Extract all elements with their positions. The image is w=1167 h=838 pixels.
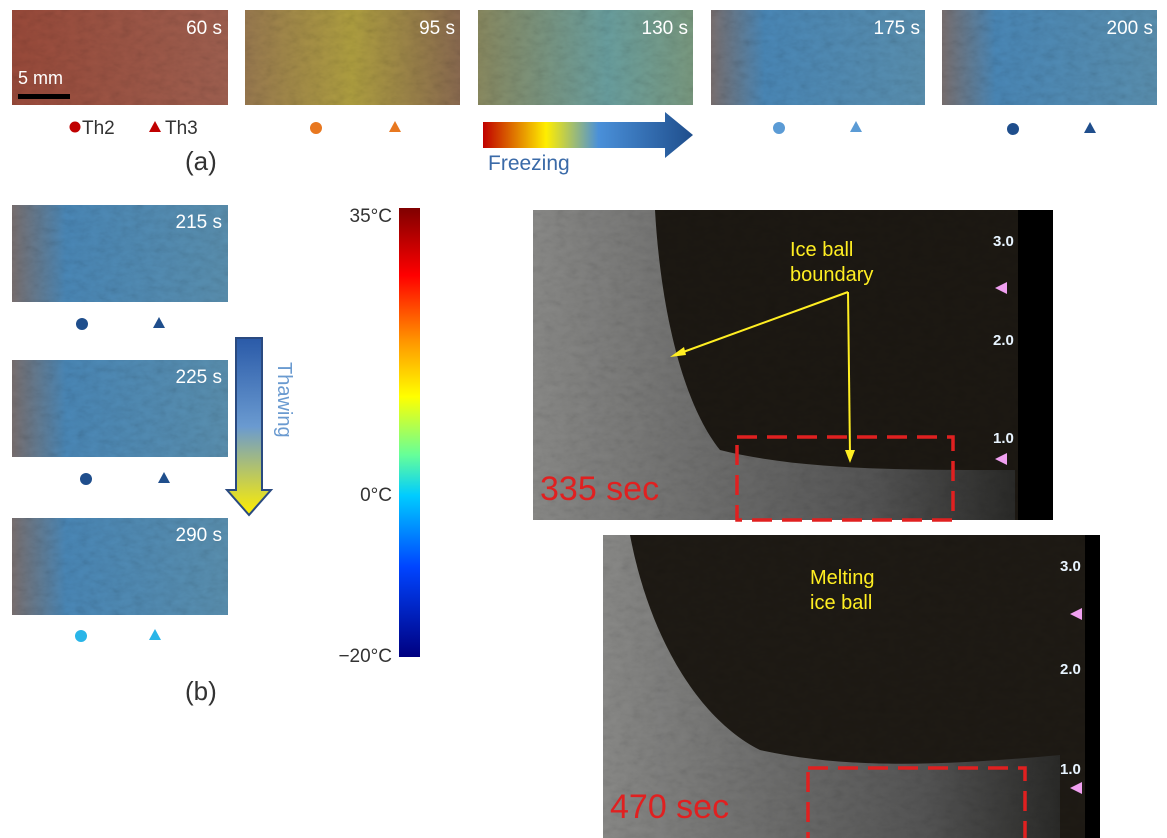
scale-strip: [1085, 535, 1100, 838]
th3-marker: [158, 472, 170, 483]
frame-time: 95 s: [419, 18, 455, 39]
th2-marker: [773, 122, 785, 134]
scale-bar-label: 5 mm: [18, 68, 63, 88]
colorbar-label: 0°C: [360, 485, 392, 506]
th3-marker: [149, 629, 161, 640]
legend-label: Th3: [165, 118, 198, 139]
th2-marker: [310, 122, 322, 134]
frame-time: 175 s: [874, 18, 920, 39]
th3-marker: [153, 317, 165, 328]
frame-time: 215 s: [176, 212, 222, 233]
colorbar-label: 35°C: [350, 206, 392, 227]
colorbar-label: −20°C: [338, 646, 392, 667]
depth-label: 1.0: [1060, 761, 1081, 778]
legend-label: Th2: [82, 118, 115, 139]
thawing-arrow: [227, 338, 271, 515]
arrow-label: Freezing: [488, 152, 570, 175]
ultrasound-2: Melting ice ball 470 sec 3.0 2.0 1.0: [603, 535, 1100, 838]
frame-time: 225 s: [176, 367, 222, 388]
depth-label: 3.0: [993, 233, 1014, 250]
th3-marker: [850, 121, 862, 132]
frame-time: 200 s: [1107, 18, 1153, 39]
depth-label: 2.0: [993, 332, 1014, 349]
th3-marker: [149, 121, 161, 132]
annotation: boundary: [790, 264, 873, 286]
th2-marker: [1007, 123, 1019, 135]
annotation: ice ball: [810, 592, 872, 614]
frame-time: 290 s: [176, 525, 222, 546]
figure: 60 s 95 s 130 s 175 s 200 s 5 mm Th2 Th3…: [0, 0, 1167, 838]
frame-time: 60 s: [186, 18, 222, 39]
frame-time: 130 s: [642, 18, 688, 39]
depth-label: 3.0: [1060, 558, 1081, 575]
panel-b: 215 s 225 s 290 s (b) Thawing: [12, 205, 295, 706]
time-label: 470 sec: [610, 788, 729, 826]
panel-label: (a): [185, 146, 217, 176]
time-label: 335 sec: [540, 470, 659, 508]
panel-label: (b): [185, 676, 217, 706]
ultrasound-1: Ice ball boundary 335 sec 3.0 2.0 1.0: [533, 210, 1053, 520]
colorbar: 35°C 0°C −20°C: [338, 206, 420, 667]
th2-marker: [76, 318, 88, 330]
scale-strip: [1018, 210, 1053, 520]
th2-marker: [75, 630, 87, 642]
arrow-label: Thawing: [273, 362, 295, 438]
th3-marker: [389, 121, 401, 132]
th2-marker: [70, 122, 81, 133]
panel-a: 60 s 95 s 130 s 175 s 200 s 5 mm Th2 Th3…: [12, 10, 1157, 176]
annotation: Melting: [810, 567, 874, 589]
depth-label: 1.0: [993, 430, 1014, 447]
scale-bar: [18, 94, 70, 99]
th2-marker: [80, 473, 92, 485]
annotation: Ice ball: [790, 239, 853, 261]
th3-marker: [1084, 122, 1096, 133]
colorbar-gradient: [399, 208, 420, 657]
depth-label: 2.0: [1060, 661, 1081, 678]
